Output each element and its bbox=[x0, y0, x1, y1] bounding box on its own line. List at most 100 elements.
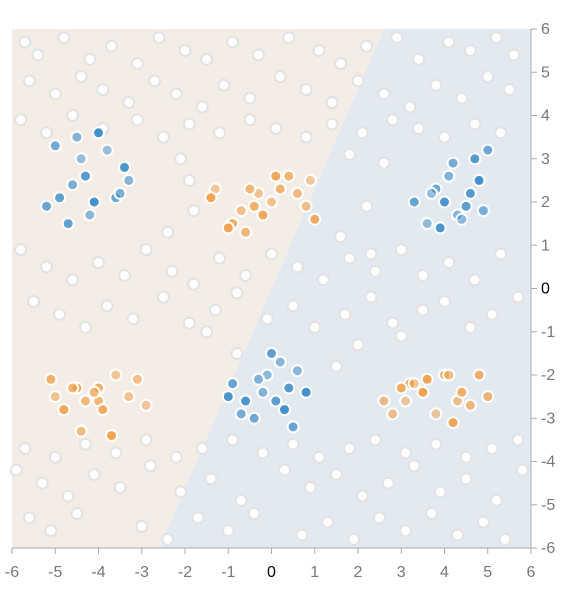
white-point bbox=[221, 524, 235, 538]
white-point bbox=[66, 273, 80, 287]
white-point bbox=[282, 31, 296, 45]
white-point bbox=[515, 463, 529, 477]
blue-point bbox=[256, 385, 270, 399]
white-point bbox=[174, 152, 188, 166]
y-tick-label: 5 bbox=[541, 64, 550, 81]
white-point bbox=[351, 338, 365, 352]
white-point bbox=[286, 299, 300, 313]
x-tick-label: -5 bbox=[48, 564, 62, 581]
blue-point bbox=[113, 186, 127, 200]
white-point bbox=[386, 113, 400, 127]
blue-point bbox=[40, 199, 54, 213]
white-point bbox=[459, 472, 473, 486]
white-point bbox=[334, 230, 348, 244]
white-point bbox=[226, 35, 240, 49]
white-point bbox=[200, 52, 214, 66]
orange-point bbox=[44, 372, 58, 386]
white-point bbox=[48, 87, 62, 101]
white-point bbox=[494, 126, 508, 140]
white-point bbox=[243, 91, 257, 105]
y-tick-label: 0 bbox=[541, 281, 550, 298]
orange-point bbox=[442, 368, 456, 382]
white-point bbox=[459, 450, 473, 464]
white-point bbox=[463, 44, 477, 58]
white-point bbox=[451, 528, 464, 542]
white-point bbox=[364, 247, 378, 261]
blue-point bbox=[442, 169, 456, 183]
white-point bbox=[178, 44, 192, 58]
blue-point bbox=[459, 199, 473, 213]
white-point bbox=[489, 493, 503, 507]
blue-point bbox=[265, 346, 278, 360]
white-point bbox=[195, 442, 209, 455]
orange-point bbox=[377, 394, 391, 408]
x-tick-label: 2 bbox=[354, 564, 363, 581]
y-tick-label: 1 bbox=[541, 237, 550, 254]
blue-point bbox=[472, 173, 486, 187]
blue-point bbox=[286, 420, 300, 434]
white-point bbox=[377, 156, 391, 170]
orange-point bbox=[481, 390, 495, 404]
white-point bbox=[511, 290, 525, 304]
x-tick-label: -3 bbox=[135, 564, 149, 581]
white-point bbox=[126, 312, 140, 326]
blue-point bbox=[269, 394, 283, 408]
white-point bbox=[433, 485, 447, 499]
white-point bbox=[425, 506, 438, 520]
white-point bbox=[165, 264, 179, 278]
white-point bbox=[239, 269, 253, 282]
blue-point bbox=[66, 178, 80, 192]
white-point bbox=[416, 303, 430, 317]
white-point bbox=[468, 117, 482, 131]
white-point bbox=[329, 359, 343, 373]
white-point bbox=[347, 532, 361, 546]
orange-point bbox=[239, 225, 253, 239]
white-point bbox=[303, 480, 317, 494]
blue-point bbox=[83, 208, 97, 222]
white-point bbox=[260, 312, 274, 326]
white-point bbox=[109, 446, 123, 460]
orange-point bbox=[57, 403, 71, 417]
white-point bbox=[148, 74, 162, 88]
blue-point bbox=[74, 152, 88, 166]
orange-point bbox=[234, 204, 248, 218]
white-point bbox=[502, 83, 516, 97]
white-point bbox=[286, 437, 300, 451]
blue-point bbox=[455, 212, 469, 226]
white-point bbox=[230, 286, 244, 300]
white-point bbox=[70, 506, 84, 520]
orange-point bbox=[269, 169, 283, 183]
white-point bbox=[429, 78, 443, 92]
white-point bbox=[265, 247, 278, 261]
x-tick-label: -2 bbox=[178, 564, 192, 581]
orange-point bbox=[420, 372, 434, 386]
white-point bbox=[351, 74, 365, 88]
white-point bbox=[373, 511, 387, 525]
y-tick-label: -2 bbox=[541, 367, 555, 384]
white-point bbox=[481, 70, 495, 84]
blue-point bbox=[407, 195, 421, 209]
white-point bbox=[152, 31, 166, 45]
white-point bbox=[364, 290, 378, 304]
white-point bbox=[485, 307, 499, 321]
x-tick-label: -6 bbox=[5, 564, 19, 581]
white-point bbox=[368, 264, 382, 278]
white-point bbox=[161, 532, 175, 546]
white-point bbox=[195, 100, 209, 114]
white-point bbox=[360, 199, 374, 213]
white-point bbox=[139, 433, 153, 447]
white-point bbox=[169, 87, 183, 101]
white-point bbox=[22, 74, 36, 88]
white-point bbox=[290, 260, 304, 274]
white-point bbox=[368, 433, 382, 447]
white-point bbox=[187, 277, 201, 291]
blue-point bbox=[118, 160, 131, 174]
white-point bbox=[299, 83, 313, 97]
orange-point bbox=[122, 390, 136, 404]
y-tick-label: 3 bbox=[541, 151, 550, 168]
white-point bbox=[27, 295, 41, 308]
white-point bbox=[122, 96, 136, 109]
blue-point bbox=[252, 372, 265, 386]
white-point bbox=[329, 468, 343, 481]
